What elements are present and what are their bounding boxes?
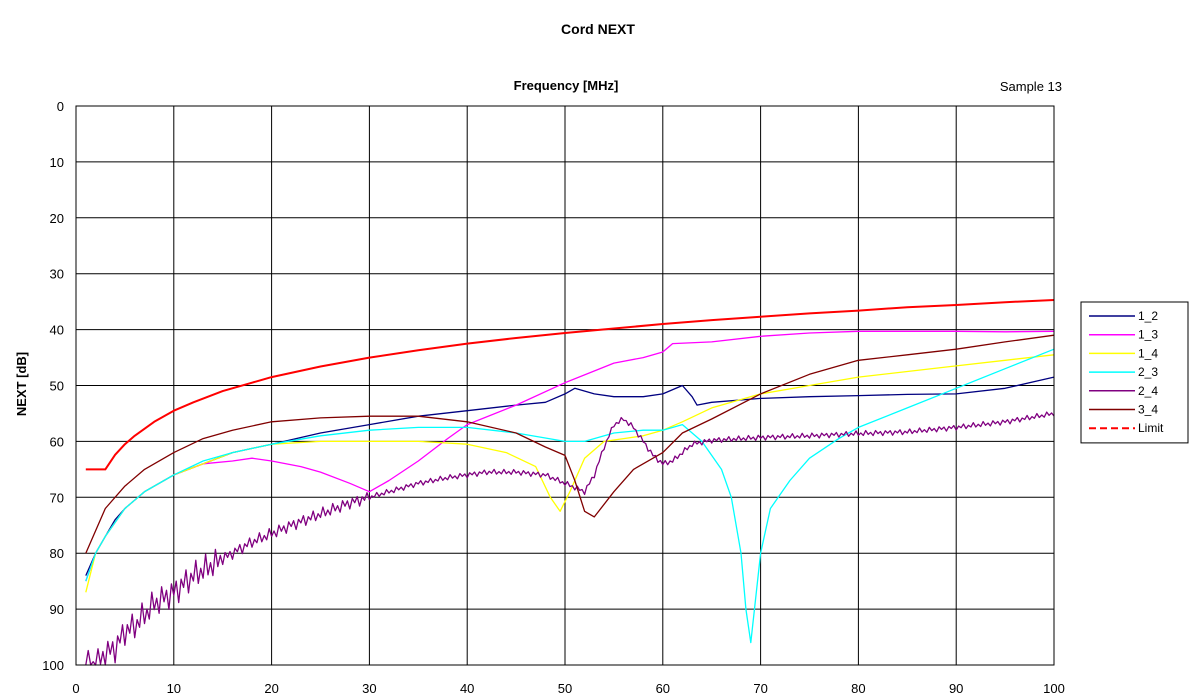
x-tick-label: 100 xyxy=(1043,681,1065,696)
y-tick-label: 0 xyxy=(57,99,64,114)
legend: 1_2 1_3 1_4 2_3 2_4 3_4 Limit xyxy=(1080,301,1189,444)
gridlines xyxy=(75,105,1055,666)
series-line-2-4 xyxy=(85,411,1055,666)
x-tick-label: 80 xyxy=(851,681,865,696)
series-lines xyxy=(85,299,1055,666)
plot-area: 0 10 20 30 40 50 60 70 80 90 100 0 10 20 30 40 50 60 70 80… xyxy=(42,99,1065,696)
x-tick-labels: 0 10 20 30 40 50 60 70 80 90 100 xyxy=(72,681,1064,696)
legend-label: 1_4 xyxy=(1138,346,1158,360)
x-tick-label: 70 xyxy=(753,681,767,696)
x-tick-label: 40 xyxy=(460,681,474,696)
y-tick-label: 100 xyxy=(42,658,64,673)
series-line-3-4 xyxy=(85,334,1055,554)
legend-label: 2_3 xyxy=(1138,365,1158,379)
y-tick-label: 60 xyxy=(50,434,64,449)
y-tick-label: 10 xyxy=(50,155,64,170)
x-tick-label: 20 xyxy=(264,681,278,696)
series-line-2-3 xyxy=(85,348,1055,644)
legend-label: 1_2 xyxy=(1138,309,1158,323)
x-tick-label: 10 xyxy=(167,681,181,696)
legend-label: 2_4 xyxy=(1138,384,1158,398)
x-tick-label: 30 xyxy=(362,681,376,696)
y-tick-labels: 0 10 20 30 40 50 60 70 80 90 100 xyxy=(42,99,64,673)
plot-border xyxy=(75,105,1055,666)
x-axis-title: Frequency [MHz] xyxy=(514,78,619,93)
y-tick-label: 50 xyxy=(50,379,64,394)
series-line-1-3 xyxy=(85,330,1055,582)
sample-annotation: Sample 13 xyxy=(1000,79,1062,94)
x-tick-label: 60 xyxy=(656,681,670,696)
legend-label: 3_4 xyxy=(1138,403,1158,417)
y-tick-label: 70 xyxy=(50,490,64,505)
y-axis-title: NEXT [dB] xyxy=(14,352,29,416)
x-tick-label: 0 xyxy=(72,681,79,696)
y-tick-label: 40 xyxy=(50,323,64,338)
y-tick-label: 20 xyxy=(50,211,64,226)
x-tick-label: 90 xyxy=(949,681,963,696)
chart-title: Cord NEXT xyxy=(561,21,635,37)
y-tick-label: 30 xyxy=(50,267,64,282)
series-line-limit xyxy=(85,299,1055,471)
legend-label: 1_3 xyxy=(1138,328,1158,342)
x-tick-label: 50 xyxy=(558,681,572,696)
y-tick-label: 90 xyxy=(50,602,64,617)
y-tick-label: 80 xyxy=(50,546,64,561)
legend-label: Limit xyxy=(1138,421,1164,435)
